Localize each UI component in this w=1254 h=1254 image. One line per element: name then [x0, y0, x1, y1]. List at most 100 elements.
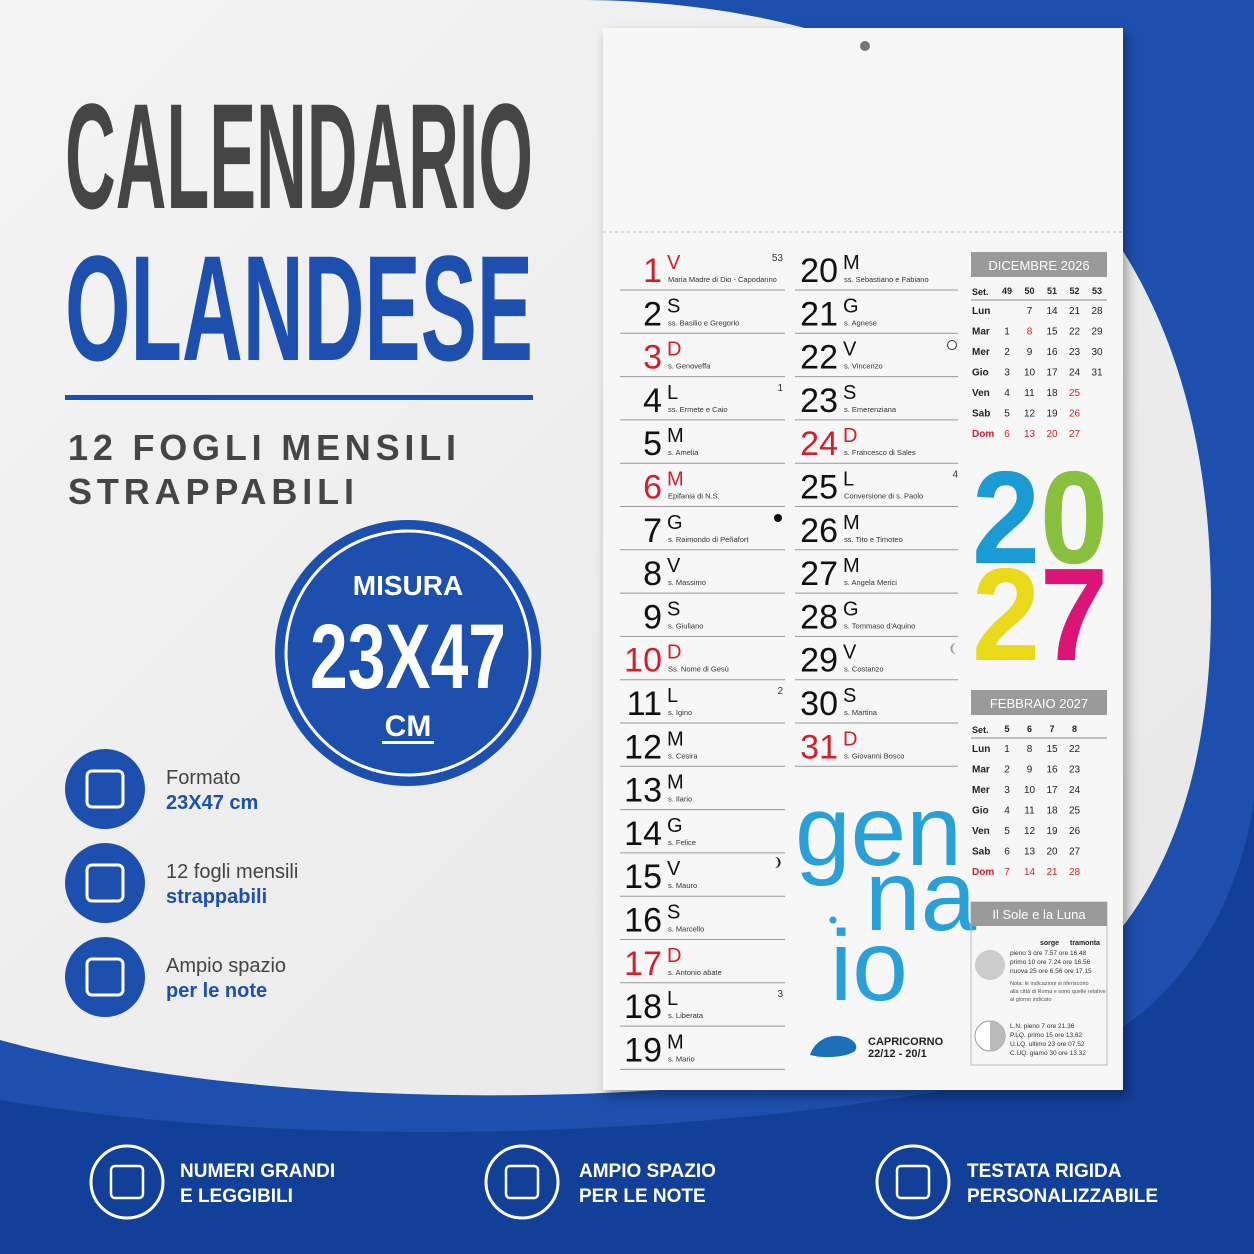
day-letter: S: [667, 902, 680, 924]
day-letter: D: [843, 425, 857, 447]
day-number: 5: [643, 425, 662, 463]
day-number: 12: [624, 728, 662, 766]
mini-day: 15: [1046, 744, 1058, 755]
mini-week: 50: [1024, 286, 1034, 296]
mini-day-label: Lun: [972, 744, 990, 755]
mini-day: 16: [1046, 765, 1058, 776]
mini-week: 53: [1092, 286, 1102, 296]
mini-day-label: Mar: [972, 327, 990, 338]
day-number: 14: [624, 815, 662, 853]
saint: s. Liberata: [668, 1011, 704, 1020]
mini-day-label: Dom: [972, 429, 994, 440]
day-letter: V: [843, 339, 857, 361]
month-name: gen: [795, 775, 962, 887]
feature-icon: [65, 843, 145, 923]
mini-day: 21: [1069, 306, 1081, 317]
saint: s. Marcello: [668, 925, 704, 934]
day-number: 15: [624, 858, 662, 896]
day-letter: M: [667, 728, 684, 750]
mini-day-label: Mar: [972, 765, 990, 776]
saint: s. Felice: [668, 838, 696, 847]
mini-day: 3: [1004, 785, 1010, 796]
mini-day: 13: [1024, 847, 1036, 858]
mini-title: DICEMBRE 2026: [988, 258, 1089, 273]
sign-name: CAPRICORNO: [868, 1036, 944, 1048]
mini-day: 28: [1091, 306, 1103, 317]
moon-row: L.N. pieno 7 ore 21.36: [1010, 1023, 1075, 1030]
day-letter: M: [667, 469, 684, 491]
sun-moon-header: [971, 902, 1107, 926]
bottom-features: NUMERI GRANDI E LEGGIBILI AMPIO SPAZIO PER …: [89, 1144, 1158, 1220]
mini-header: [971, 690, 1107, 715]
mini-day: 20: [1046, 429, 1058, 440]
mini-week: 51: [1047, 286, 1057, 296]
saint: s. Francesco di Sales: [844, 448, 916, 457]
day-number: 13: [624, 772, 662, 810]
mini-day-label: Ven: [972, 388, 990, 399]
mini-day: 10: [1024, 368, 1036, 379]
mini-day: 1: [1004, 744, 1010, 755]
mini-week-head: Set.: [972, 287, 989, 297]
mini-day: 16: [1046, 347, 1058, 358]
day-letter: V: [843, 642, 857, 664]
day-number: 24: [800, 425, 838, 463]
mini-day: 31: [1091, 368, 1103, 379]
day-letter: L: [667, 382, 678, 404]
day-number: 16: [624, 902, 662, 940]
month-name: io: [830, 910, 908, 1022]
mini-day-label: Mer: [972, 347, 990, 358]
bottom-label: TESTATA RIGIDA: [967, 1161, 1122, 1182]
day-letter: S: [843, 382, 856, 404]
day-letter: G: [667, 815, 683, 837]
day-number: 3: [643, 339, 662, 377]
mini-day-label: Sab: [972, 409, 990, 420]
bottom-label: E LEGGIBILI: [180, 1186, 293, 1207]
divider: [65, 395, 533, 400]
saint: s. Costanzo: [844, 665, 884, 674]
sign-dates: 22/12 - 20/1: [868, 1048, 927, 1060]
day-letter: M: [843, 555, 860, 577]
sun-moon-title: Il Sole e la Luna: [992, 907, 1086, 922]
year-digit: 2: [972, 541, 1040, 688]
saint: s. Agnese: [844, 318, 877, 327]
mini-day: 10: [1024, 785, 1036, 796]
saint: ss. Sebastiano e Fabiano: [844, 275, 929, 284]
day-letter: L: [667, 988, 678, 1010]
bottom-label: PER LE NOTE: [579, 1186, 706, 1207]
mini-day: 6: [1004, 847, 1010, 858]
day-letter: M: [843, 512, 860, 534]
day-letter: D: [667, 945, 681, 967]
mini-day: 7: [1004, 867, 1010, 878]
day-letter: M: [667, 1031, 684, 1053]
mini-day: 14: [1024, 867, 1036, 878]
day-letter: L: [843, 469, 854, 491]
mini-day: 29: [1091, 327, 1103, 338]
saint: s. Cesira: [668, 751, 698, 760]
mini-day: 11: [1024, 806, 1035, 817]
bottom-icon-glyph: [895, 1164, 931, 1200]
saint: s. Massimo: [668, 578, 706, 587]
mini-day: 8: [1027, 327, 1033, 338]
day-number: 22: [800, 339, 838, 377]
bottom-label: NUMERI GRANDI: [180, 1161, 335, 1182]
saint: ss. Ermete e Caio: [668, 405, 728, 414]
mini-title: FEBBRAIO 2027: [990, 696, 1088, 711]
mini-day: 4: [1004, 806, 1010, 817]
mini-day: 25: [1069, 806, 1081, 817]
mini-day: 18: [1046, 806, 1058, 817]
day-number: 31: [800, 728, 838, 766]
mini-day: 2: [1004, 347, 1010, 358]
mini-day-label: Ven: [972, 826, 990, 837]
mini-day: 5: [1004, 826, 1010, 837]
day-letter: M: [667, 772, 684, 794]
feature-detail: 23X47 cm: [166, 792, 258, 814]
bottom-icon: [89, 1144, 165, 1220]
note: Nota: le indicazioni si riferiscono: [1010, 981, 1089, 987]
day-number: 26: [800, 512, 838, 550]
day-number: 29: [800, 642, 838, 680]
day-letter: G: [843, 295, 859, 317]
week-number: 4: [952, 470, 958, 481]
sun-col: sorge: [1040, 940, 1059, 947]
saint: s. Amelia: [668, 448, 699, 457]
